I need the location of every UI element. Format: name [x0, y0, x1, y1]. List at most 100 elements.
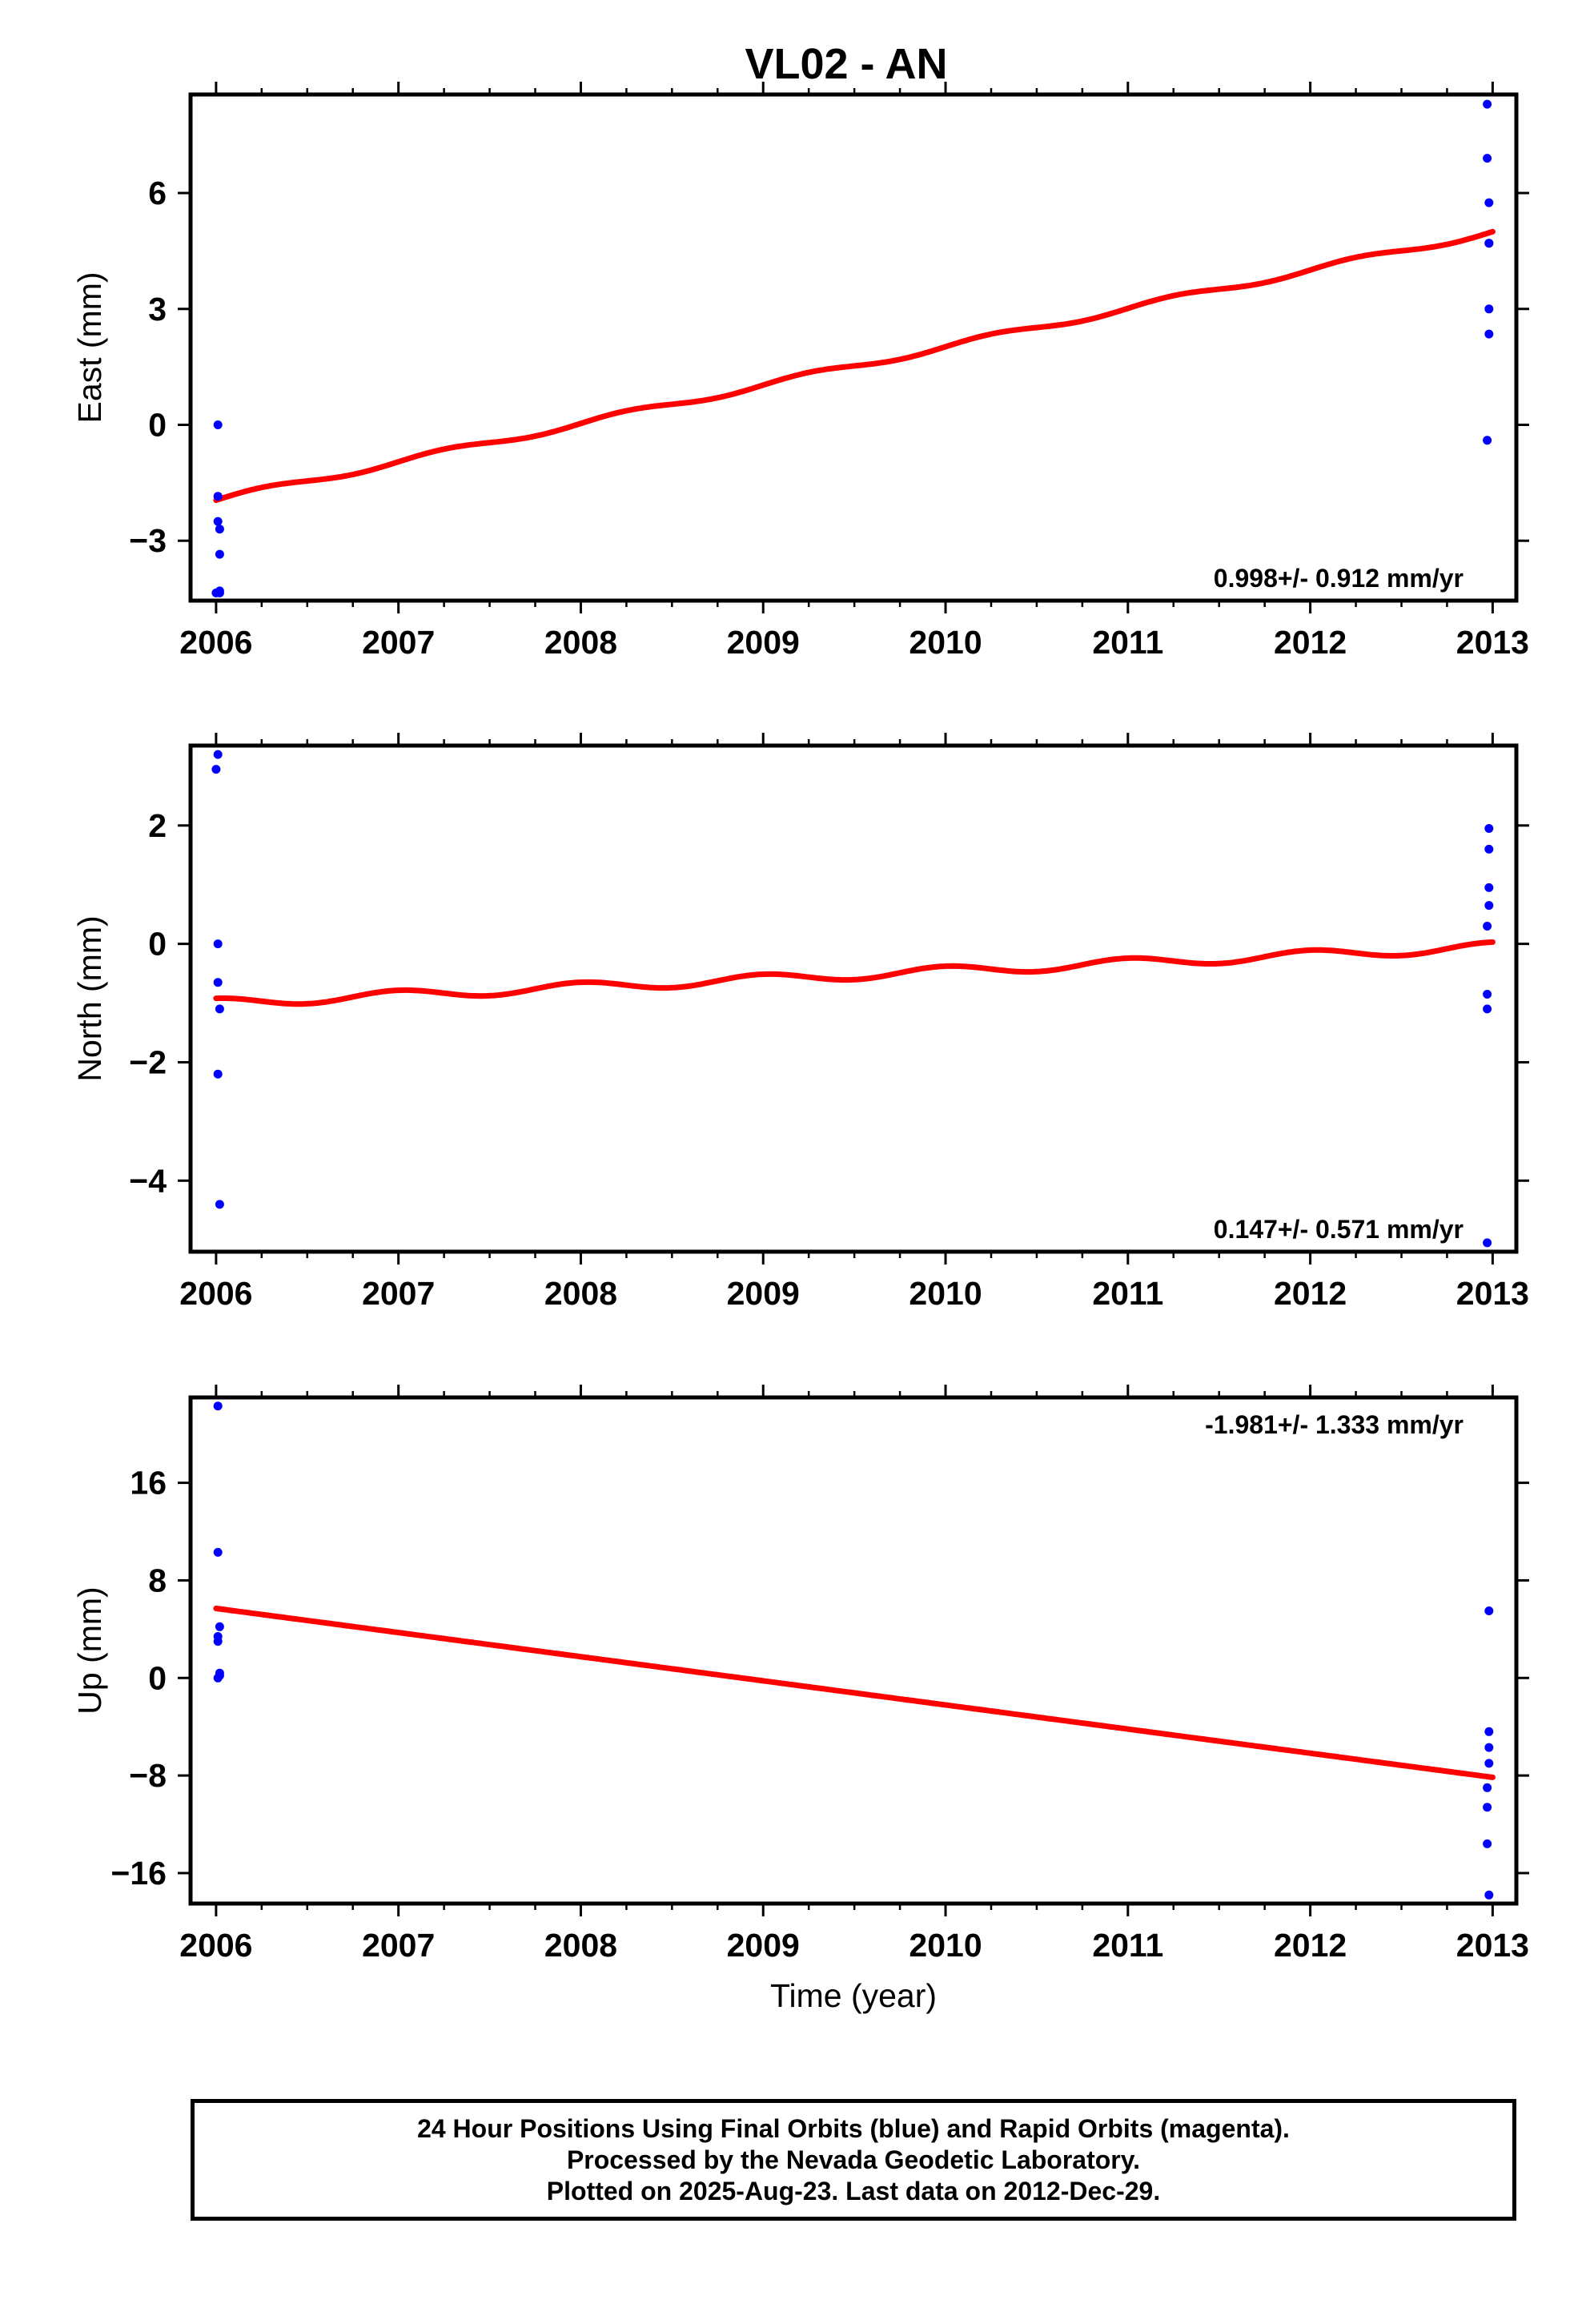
- data-point: [1484, 1759, 1494, 1768]
- data-point: [215, 525, 224, 534]
- y-tick-label: −8: [129, 1757, 167, 1794]
- rate-label: 0.147+/- 0.571 mm/yr: [1214, 1215, 1464, 1244]
- y-axis-label: Up (mm): [71, 1586, 108, 1714]
- x-tick-label: 2008: [544, 1927, 617, 1964]
- rate-label: -1.981+/- 1.333 mm/yr: [1205, 1410, 1464, 1439]
- data-point: [213, 420, 223, 429]
- y-tick-label: −3: [129, 522, 167, 559]
- x-tick-label: 2006: [179, 1275, 252, 1312]
- data-point: [1484, 824, 1494, 833]
- y-tick-label: −16: [110, 1855, 167, 1892]
- x-tick-label: 2013: [1456, 1927, 1529, 1964]
- data-point: [213, 978, 223, 987]
- y-tick-label: 6: [148, 175, 167, 211]
- data-point: [1484, 901, 1494, 911]
- data-point: [1483, 154, 1492, 163]
- x-tick-label: 2011: [1092, 624, 1163, 661]
- data-point: [215, 549, 224, 559]
- data-point: [1483, 99, 1492, 109]
- x-tick-label: 2013: [1456, 1275, 1529, 1312]
- data-point: [211, 765, 221, 774]
- data-point: [1484, 1890, 1494, 1900]
- model-fit-line: [213, 939, 1496, 1007]
- y-tick-label: 0: [148, 1659, 167, 1696]
- data-point: [213, 1069, 223, 1079]
- y-tick-label: 0: [148, 406, 167, 443]
- x-tick-label: 2006: [179, 624, 252, 661]
- data-point: [1483, 1004, 1492, 1014]
- panels: 2006 2007 2008 2009 2010 2011 2012 2013−3036Eas…: [71, 82, 1529, 2014]
- x-tick-label: 2009: [727, 1275, 800, 1312]
- data-point: [1483, 990, 1492, 999]
- data-point: [215, 1004, 224, 1014]
- x-tick-label: 2008: [544, 1275, 617, 1312]
- data-point: [215, 588, 224, 597]
- x-tick-label: 2011: [1092, 1275, 1163, 1312]
- figure-title: VL02 - AN: [745, 40, 947, 88]
- x-tick-label: 2009: [727, 624, 800, 661]
- x-tick-label: 2007: [362, 1275, 435, 1312]
- x-tick-label: 2013: [1456, 624, 1529, 661]
- data-point: [213, 750, 223, 759]
- data-point: [1484, 1606, 1494, 1615]
- data-point: [213, 492, 223, 501]
- y-tick-label: −2: [129, 1043, 167, 1080]
- panel-east: 2006 2007 2008 2009 2010 2011 2012 2013 −3 0 3 6 Eas…: [71, 82, 1529, 661]
- y-tick-label: 2: [148, 807, 167, 844]
- y-tick-label: 3: [148, 291, 167, 328]
- data-point: [1484, 198, 1494, 207]
- data-point: [1484, 239, 1494, 248]
- data-point: [1483, 1839, 1492, 1848]
- caption-box: 24 Hour Positions Using Final Orbits (bl…: [191, 2099, 1516, 2221]
- plot-frame: [188, 1395, 1519, 1906]
- data-point: [213, 939, 223, 949]
- x-tick-label: 2012: [1274, 624, 1347, 661]
- x-tick-label: 2006: [179, 1927, 252, 1964]
- plot-frame: [188, 92, 1519, 603]
- data-point: [1484, 304, 1494, 314]
- y-tick-label: −4: [129, 1162, 167, 1199]
- data-point: [1483, 1783, 1492, 1792]
- panel-north: 2006 2007 2008 2009 2010 2011 2012 2013 −4 −2 0 2 No…: [71, 733, 1529, 1312]
- y-tick-label: 16: [130, 1465, 167, 1502]
- x-tick-label: 2011: [1092, 1927, 1163, 1964]
- x-tick-label: 2010: [909, 624, 982, 661]
- x-axis-label: Time (year): [770, 1977, 937, 2014]
- x-tick-label: 2007: [362, 624, 435, 661]
- x-tick-label: 2010: [909, 1927, 982, 1964]
- data-point: [213, 1547, 223, 1557]
- data-point: [213, 1401, 223, 1411]
- data-point: [1484, 329, 1494, 339]
- rate-label: 0.998+/- 0.912 mm/yr: [1214, 564, 1464, 593]
- x-tick-label: 2008: [544, 624, 617, 661]
- data-point: [213, 517, 223, 526]
- x-tick-label: 2012: [1274, 1927, 1347, 1964]
- y-axis-label: North (mm): [71, 915, 108, 1081]
- data-point: [213, 1637, 223, 1647]
- x-tick-label: 2012: [1274, 1275, 1347, 1312]
- x-tick-label: 2009: [727, 1927, 800, 1964]
- data-point: [215, 1671, 224, 1680]
- model-fit-line: [213, 228, 1496, 504]
- data-point: [1484, 1727, 1494, 1736]
- model-fit-line: [213, 1606, 1496, 1780]
- x-tick-label: 2007: [362, 1927, 435, 1964]
- data-point: [1484, 844, 1494, 854]
- data-point: [1483, 922, 1492, 931]
- data-point: [215, 1200, 224, 1209]
- x-tick-label: 2010: [909, 1275, 982, 1312]
- y-tick-label: 8: [148, 1562, 167, 1598]
- plot-frame: [188, 743, 1519, 1254]
- caption-line-3: Plotted on 2025-Aug-23. Last data on 201…: [546, 2176, 1161, 2205]
- data-point: [1483, 1238, 1492, 1248]
- data-point: [215, 1622, 224, 1631]
- data-point: [1483, 436, 1492, 445]
- panel-up: 2006 2007 2008 2009 2010 2011 2012 2013 −16 −8 0 8 1…: [71, 1385, 1529, 2014]
- y-tick-label: 0: [148, 926, 167, 963]
- caption-line-2: Processed by the Nevada Geodetic Laborat…: [566, 2145, 1141, 2174]
- data-point: [1483, 1803, 1492, 1812]
- caption-line-1: 24 Hour Positions Using Final Orbits (bl…: [417, 2113, 1290, 2143]
- data-point: [1484, 1743, 1494, 1752]
- y-axis-label: East (mm): [71, 271, 108, 423]
